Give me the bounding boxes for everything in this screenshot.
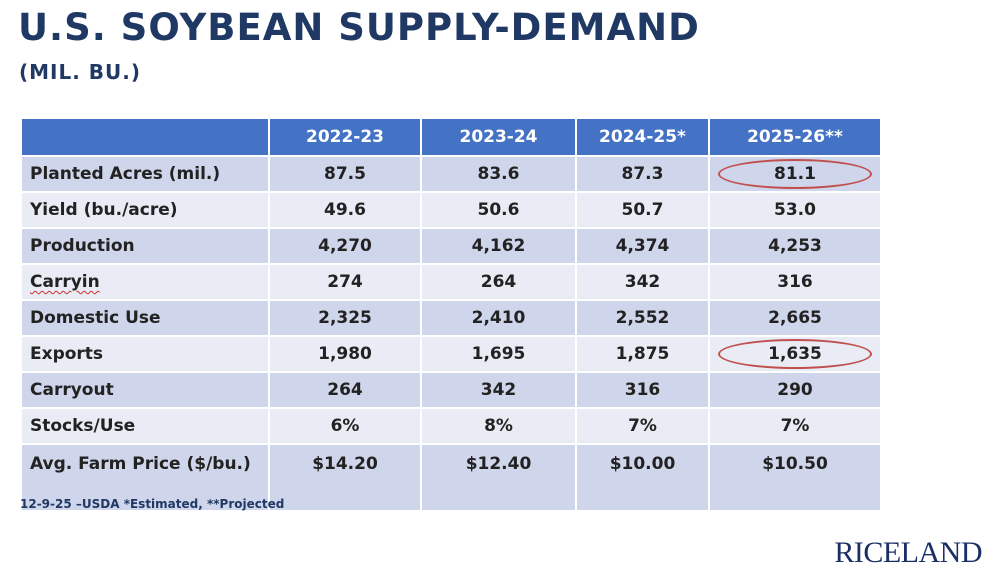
- table-row: Carryin 274 264 342 316: [20, 263, 882, 301]
- table-row: Exports 1,980 1,695 1,875 1,635: [20, 335, 882, 373]
- table-cell: 290: [708, 371, 882, 409]
- table-cell: 87.3: [575, 155, 710, 193]
- supply-demand-table: 2022-23 2023-24 2024-25* 2025-26** Plant…: [20, 117, 882, 512]
- table-cell: 7%: [575, 407, 710, 445]
- table-cell: 342: [575, 263, 710, 301]
- table-cell: 6%: [268, 407, 422, 445]
- table-cell: 4,270: [268, 227, 422, 265]
- row-label: Avg. Farm Price ($/bu.): [20, 443, 270, 512]
- table-cell: 53.0: [708, 191, 882, 229]
- table-row: Planted Acres (mil.) 87.5 83.6 87.3 81.1: [20, 155, 882, 193]
- row-label: Stocks/Use: [20, 407, 270, 445]
- table-cell: $12.40: [420, 443, 577, 512]
- riceland-logo: RICELAND: [834, 536, 982, 569]
- table-cell: 1,875: [575, 335, 710, 373]
- highlighted-value: 81.1: [717, 159, 872, 189]
- table-cell: 2,410: [420, 299, 577, 337]
- table-cell: 4,374: [575, 227, 710, 265]
- table-cell: $10.00: [575, 443, 710, 512]
- table-cell: 87.5: [268, 155, 422, 193]
- table-cell: 342: [420, 371, 577, 409]
- highlighted-value: 1,635: [718, 339, 872, 369]
- table-cell: 7%: [708, 407, 882, 445]
- page-subtitle: (MIL. BU.): [19, 60, 142, 84]
- table-cell: $14.20: [268, 443, 422, 512]
- table-cell: 49.6: [268, 191, 422, 229]
- table-cell: 2,552: [575, 299, 710, 337]
- table-cell: 274: [268, 263, 422, 301]
- header-cell-2024-25: 2024-25*: [575, 117, 710, 157]
- table-row: Domestic Use 2,325 2,410 2,552 2,665: [20, 299, 882, 337]
- table-row: Avg. Farm Price ($/bu.) $14.20 $12.40 $1…: [20, 443, 882, 512]
- table-cell: 4,162: [420, 227, 577, 265]
- row-label-text: Carryin: [30, 272, 100, 292]
- row-label: Carryin: [20, 263, 270, 301]
- header-cell-2022-23: 2022-23: [268, 117, 422, 157]
- table-row: Yield (bu./acre) 49.6 50.6 50.7 53.0: [20, 191, 882, 229]
- table-cell: 316: [708, 263, 882, 301]
- cell-value: 81.1: [774, 164, 816, 184]
- table-cell: 316: [575, 371, 710, 409]
- table-cell: 83.6: [420, 155, 577, 193]
- table-cell-highlighted: 81.1: [708, 155, 882, 193]
- row-label: Planted Acres (mil.): [20, 155, 270, 193]
- row-label: Yield (bu./acre): [20, 191, 270, 229]
- table-cell: 8%: [420, 407, 577, 445]
- table-cell: 2,325: [268, 299, 422, 337]
- table-header-row: 2022-23 2023-24 2024-25* 2025-26**: [20, 117, 882, 157]
- header-cell-2025-26: 2025-26**: [708, 117, 882, 157]
- page-title: U.S. SOYBEAN SUPPLY-DEMAND: [18, 6, 700, 49]
- source-footnote: 12-9-25 –USDA *Estimated, **Projected: [20, 497, 285, 511]
- header-cell-2023-24: 2023-24: [420, 117, 577, 157]
- row-label: Carryout: [20, 371, 270, 409]
- table-cell: 1,695: [420, 335, 577, 373]
- table-cell: 4,253: [708, 227, 882, 265]
- table-row: Carryout 264 342 316 290: [20, 371, 882, 409]
- row-label: Production: [20, 227, 270, 265]
- table-cell: 1,980: [268, 335, 422, 373]
- table-row: Stocks/Use 6% 8% 7% 7%: [20, 407, 882, 445]
- table-cell-highlighted: 1,635: [708, 335, 882, 373]
- row-label: Domestic Use: [20, 299, 270, 337]
- table-cell: 50.6: [420, 191, 577, 229]
- table-cell: 50.7: [575, 191, 710, 229]
- table-row: Production 4,270 4,162 4,374 4,253: [20, 227, 882, 265]
- table-cell: $10.50: [708, 443, 882, 512]
- header-cell-label: [20, 117, 270, 157]
- cell-value: 1,635: [768, 344, 822, 364]
- table-cell: 2,665: [708, 299, 882, 337]
- table-cell: 264: [420, 263, 577, 301]
- table-cell: 264: [268, 371, 422, 409]
- row-label: Exports: [20, 335, 270, 373]
